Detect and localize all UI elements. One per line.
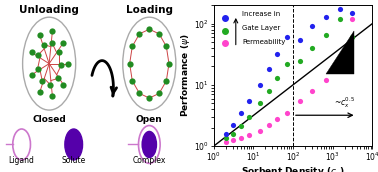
Polygon shape <box>327 31 354 74</box>
Point <box>223 141 229 144</box>
Point <box>349 12 355 14</box>
Y-axis label: Performance ($\psi$): Performance ($\psi$) <box>180 34 192 117</box>
Point <box>324 34 330 36</box>
Point <box>246 99 253 102</box>
Text: Increase in: Increase in <box>242 11 280 17</box>
Point <box>238 137 244 140</box>
Point <box>238 125 244 128</box>
Point <box>229 132 235 135</box>
Point <box>284 36 290 39</box>
Point <box>266 124 272 127</box>
Point <box>257 102 263 105</box>
Point <box>266 89 272 92</box>
Point <box>229 139 235 142</box>
Text: Permeability: Permeability <box>242 39 285 45</box>
Point <box>297 38 303 41</box>
Text: Closed: Closed <box>32 115 66 124</box>
Text: ~$c_x^{0.5}$: ~$c_x^{0.5}$ <box>334 95 355 110</box>
Point <box>274 53 280 55</box>
Circle shape <box>65 129 82 160</box>
Point <box>297 99 303 102</box>
Point <box>274 77 280 79</box>
Text: Ligand: Ligand <box>9 156 34 165</box>
Point <box>257 129 263 132</box>
Point <box>274 117 280 120</box>
Point <box>284 111 290 114</box>
Point <box>246 134 253 137</box>
Point <box>284 63 290 65</box>
Point <box>223 132 229 135</box>
Point <box>246 116 253 118</box>
Point <box>324 79 330 81</box>
Point <box>349 17 355 20</box>
Point <box>309 25 315 28</box>
Text: Solute: Solute <box>62 156 86 165</box>
Point <box>238 111 244 114</box>
Point <box>309 47 315 49</box>
Point <box>336 59 342 62</box>
Point <box>266 68 272 71</box>
Point <box>336 17 342 20</box>
Point <box>297 59 303 62</box>
Text: Complex: Complex <box>133 156 166 165</box>
Text: Unloading: Unloading <box>19 5 79 15</box>
Point <box>309 89 315 92</box>
Text: Loading: Loading <box>126 5 173 15</box>
Point <box>349 36 355 39</box>
Point <box>257 84 263 86</box>
Text: Open: Open <box>136 115 163 124</box>
Text: Gate Layer: Gate Layer <box>242 25 280 31</box>
Point <box>229 124 235 127</box>
Point <box>336 8 342 11</box>
X-axis label: Sorbent Density ($c_x$): Sorbent Density ($c_x$) <box>241 165 345 172</box>
Point <box>223 137 229 140</box>
Point <box>324 15 330 18</box>
Circle shape <box>141 131 157 158</box>
